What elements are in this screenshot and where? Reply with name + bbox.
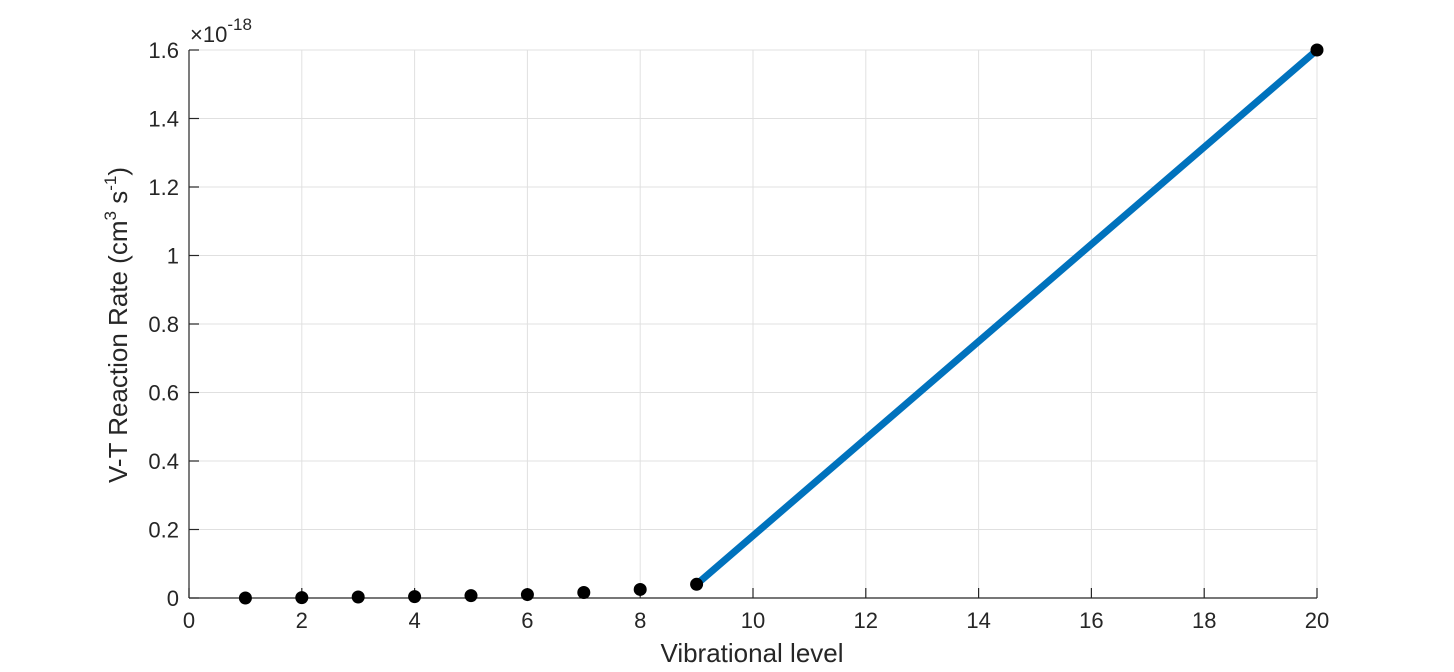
y-axis-title-main: V-T Reaction Rate (cm bbox=[103, 220, 133, 483]
x-axis-title: Vibrational level bbox=[660, 638, 843, 668]
fit-line bbox=[694, 47, 1320, 587]
grid bbox=[189, 49, 1318, 598]
data-point bbox=[351, 590, 365, 604]
x-tick-label: 14 bbox=[966, 608, 990, 633]
x-tick-label: 20 bbox=[1305, 608, 1329, 633]
y-tick-label: 1 bbox=[167, 244, 179, 269]
x-tick-label: 8 bbox=[634, 608, 646, 633]
y-axis-exponent: ×10-18 bbox=[190, 15, 252, 47]
series-points bbox=[238, 43, 1324, 605]
y-axis-title: V-T Reaction Rate (cm3 s-1) bbox=[101, 167, 133, 483]
x-tick-label: 18 bbox=[1192, 608, 1216, 633]
series-lines bbox=[694, 47, 1320, 587]
y-exponent-prefix: ×10 bbox=[190, 22, 227, 47]
y-tick-label: 1.4 bbox=[148, 107, 179, 132]
data-point bbox=[295, 591, 309, 605]
data-point bbox=[408, 590, 422, 604]
data-point bbox=[633, 582, 647, 596]
data-point bbox=[577, 586, 591, 600]
y-tick-label: 1.6 bbox=[148, 38, 179, 63]
y-tick-label: 1.2 bbox=[148, 175, 179, 200]
y-axis-title-sup2: -1 bbox=[101, 176, 120, 191]
x-tick-label: 12 bbox=[854, 608, 878, 633]
x-tick-label: 4 bbox=[408, 608, 420, 633]
x-tick-label: 16 bbox=[1079, 608, 1103, 633]
data-point bbox=[1310, 43, 1324, 57]
x-tick-label: 6 bbox=[521, 608, 533, 633]
data-point bbox=[690, 577, 704, 591]
data-point bbox=[520, 588, 534, 602]
y-tick-label: 0.8 bbox=[148, 312, 179, 337]
data-point bbox=[464, 589, 478, 603]
y-tick-label: 0.6 bbox=[148, 381, 179, 406]
y-axis-title-mid: s bbox=[103, 191, 133, 211]
y-tick-label: 0.4 bbox=[148, 449, 179, 474]
x-tick-label: 0 bbox=[183, 608, 195, 633]
x-tick-label: 2 bbox=[296, 608, 308, 633]
y-ticks: 0 0.2 0.4 0.6 0.8 1 1.2 1.4 1.6 bbox=[148, 38, 199, 611]
y-exponent-power: -18 bbox=[227, 15, 252, 34]
y-axis-title-sup1: 3 bbox=[101, 211, 120, 220]
y-tick-label: 0.2 bbox=[148, 518, 179, 543]
data-point bbox=[238, 591, 252, 605]
y-axis-title-end: ) bbox=[103, 167, 133, 176]
x-tick-label: 10 bbox=[741, 608, 765, 633]
y-tick-label: 0 bbox=[167, 586, 179, 611]
